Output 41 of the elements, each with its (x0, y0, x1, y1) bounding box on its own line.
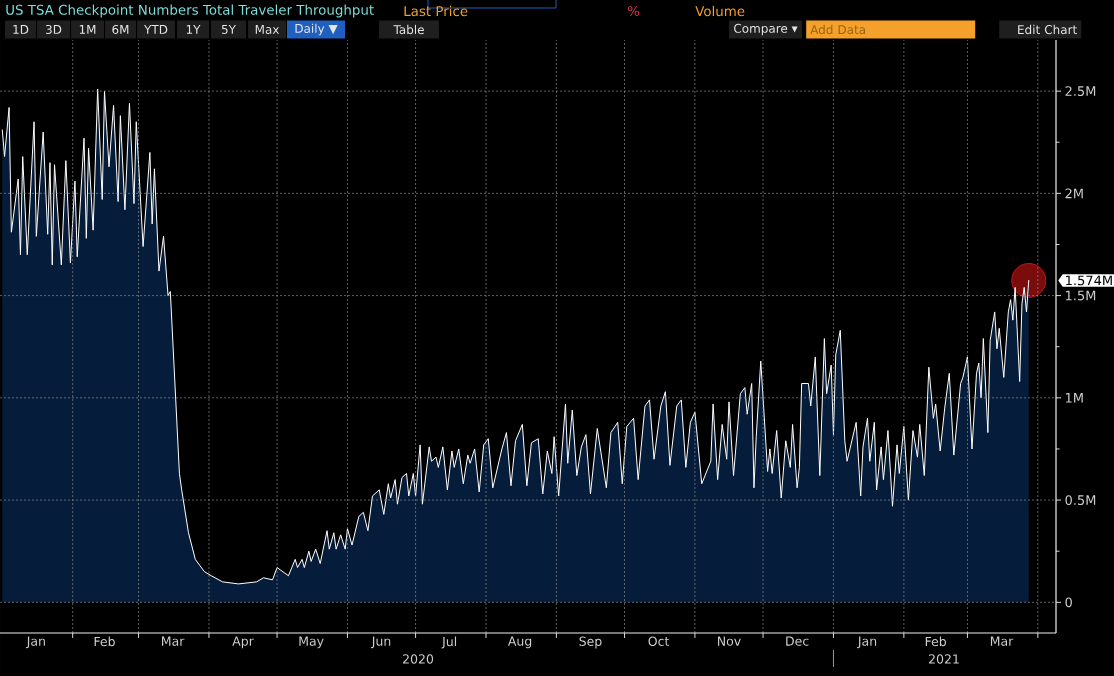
y-tick-label: 1.5M (1065, 290, 1096, 301)
x-tick-label: Jan (26, 636, 45, 649)
x-tick-label: Jan (857, 636, 877, 649)
chart-title: US TSA Checkpoint Numbers Total Traveler Throughput (6, 4, 374, 18)
y-tick-label: 1M (1065, 393, 1083, 403)
annotation: 1.574M (1066, 275, 1112, 286)
text: Add Data (810, 24, 865, 35)
text: % (627, 5, 640, 17)
text: Max (255, 25, 280, 34)
y-tick-label: 0 (1065, 597, 1072, 608)
x-tick-label: Mar (162, 636, 185, 646)
y-tick-label: 2.5M (1065, 86, 1096, 97)
x-tick-label: May (299, 636, 324, 649)
x-tick-label: Dec (786, 636, 809, 646)
x-tick-label: Jun (371, 636, 391, 649)
x-tick-label: Nov (718, 636, 741, 646)
text: Edit Chart (1018, 24, 1077, 35)
text: 6M (112, 24, 129, 35)
y-tick-label: 2M (1065, 188, 1083, 199)
text: Table (393, 24, 424, 35)
text: 1D (13, 25, 29, 34)
text: 1M (79, 25, 96, 34)
text: Compare ▾ (734, 23, 798, 36)
text: YTD (144, 25, 168, 34)
x-tick-label: Feb (94, 636, 115, 647)
x-tick-label: Oct (648, 636, 670, 646)
y-tick-label: 0.5M (1065, 495, 1096, 505)
text: 5Y (221, 25, 237, 34)
x-tick-label: Apr (232, 636, 254, 649)
x-tick-label: Jul (441, 636, 457, 649)
x-tick-label: Feb (925, 636, 947, 647)
text: 2021 (929, 654, 959, 664)
text: Daily ▼ (295, 23, 338, 36)
x-tick-label: Sep (579, 636, 602, 649)
text: 3D (45, 24, 62, 35)
text: Last Price (404, 5, 468, 17)
x-tick-label: Aug (507, 636, 532, 649)
text: 1Y (186, 25, 201, 34)
text: 2020 (403, 654, 434, 664)
text: Volume (695, 5, 745, 17)
x-tick-label: Mar (990, 636, 1014, 646)
